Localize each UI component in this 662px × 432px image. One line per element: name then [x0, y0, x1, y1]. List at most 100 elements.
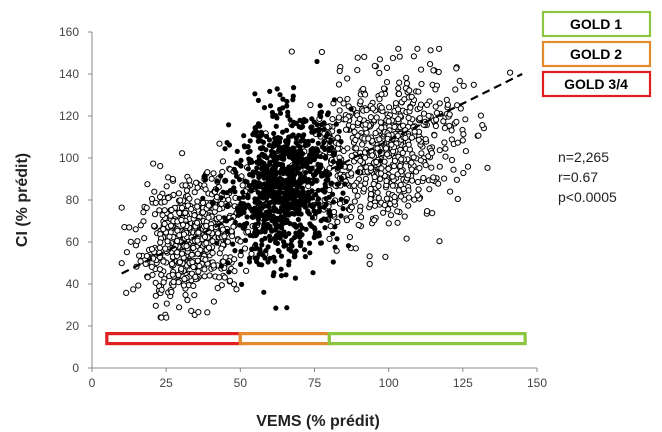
data-point	[417, 101, 425, 108]
data-point	[409, 177, 416, 184]
data-point	[360, 85, 367, 93]
data-point	[245, 149, 251, 155]
data-point	[356, 207, 364, 214]
data-point	[315, 148, 321, 154]
data-point	[272, 258, 278, 264]
data-point	[230, 179, 236, 185]
data-point	[223, 177, 229, 184]
data-point	[406, 87, 413, 94]
data-point	[210, 298, 217, 305]
data-point	[175, 190, 182, 197]
data-point	[208, 175, 215, 182]
data-point	[335, 160, 341, 166]
severity-bar	[327, 332, 527, 346]
data-point	[288, 48, 295, 55]
data-point	[137, 258, 144, 265]
data-point	[264, 163, 270, 169]
data-point	[321, 139, 327, 146]
data-point	[394, 219, 401, 226]
data-point	[190, 263, 197, 271]
data-point	[161, 207, 168, 214]
data-point	[385, 165, 392, 172]
data-point	[309, 138, 316, 144]
data-point	[231, 268, 238, 275]
data-point	[407, 104, 414, 111]
data-point	[389, 55, 396, 62]
data-point	[376, 69, 383, 77]
data-point	[268, 152, 274, 159]
data-point	[308, 124, 314, 131]
data-point	[276, 147, 282, 154]
data-point	[156, 193, 164, 201]
data-point	[151, 222, 158, 229]
data-point	[385, 206, 392, 213]
data-point	[265, 244, 271, 250]
data-point	[225, 196, 232, 203]
data-point	[316, 230, 322, 236]
data-point	[126, 224, 133, 231]
data-point	[231, 256, 238, 263]
data-point	[273, 113, 279, 119]
legend-label: GOLD 1	[570, 16, 622, 32]
data-point	[293, 157, 299, 163]
data-point	[244, 220, 250, 226]
data-point	[178, 216, 185, 224]
data-point	[338, 213, 344, 219]
data-point	[460, 169, 467, 177]
data-point	[260, 139, 267, 145]
data-point	[293, 163, 299, 169]
data-point	[252, 125, 258, 131]
data-point	[264, 183, 271, 189]
data-point	[312, 172, 318, 178]
data-point	[176, 304, 183, 311]
data-point	[387, 212, 395, 219]
data-point	[418, 150, 425, 157]
y-tick-label: 160	[59, 25, 79, 39]
data-point	[395, 85, 402, 92]
data-point	[367, 185, 374, 193]
data-point	[281, 216, 287, 222]
data-point	[417, 157, 424, 164]
data-point	[205, 214, 212, 221]
data-point	[232, 219, 238, 225]
data-point	[389, 182, 396, 189]
data-point	[321, 204, 327, 210]
data-point	[348, 213, 355, 221]
data-point	[218, 173, 224, 179]
data-point	[305, 165, 311, 171]
data-point	[477, 112, 484, 119]
legend-label: GOLD 3/4	[564, 76, 628, 92]
data-point	[210, 170, 217, 177]
data-point	[456, 77, 463, 85]
data-point	[163, 300, 170, 307]
data-point	[415, 88, 422, 95]
data-point	[194, 219, 201, 226]
data-point	[269, 109, 275, 116]
data-point	[351, 182, 358, 189]
data-point	[247, 232, 253, 238]
data-point	[271, 130, 277, 137]
data-point	[394, 208, 401, 215]
data-point	[330, 159, 336, 165]
data-point	[342, 181, 348, 187]
data-point	[152, 199, 159, 206]
data-point	[256, 181, 262, 187]
data-point	[367, 191, 375, 198]
data-point	[260, 170, 266, 176]
data-point	[391, 193, 398, 201]
data-point	[432, 122, 439, 130]
data-point	[160, 279, 167, 286]
y-tick-label: 120	[59, 109, 79, 123]
x-tick-label: 0	[89, 376, 96, 390]
data-point	[267, 212, 273, 218]
data-point	[261, 289, 267, 295]
data-point	[183, 187, 190, 194]
data-point	[436, 147, 443, 154]
data-point	[233, 160, 239, 166]
data-point	[399, 149, 406, 157]
data-point	[420, 174, 427, 182]
data-point	[397, 193, 405, 200]
data-point	[328, 180, 334, 186]
data-point	[367, 114, 374, 121]
